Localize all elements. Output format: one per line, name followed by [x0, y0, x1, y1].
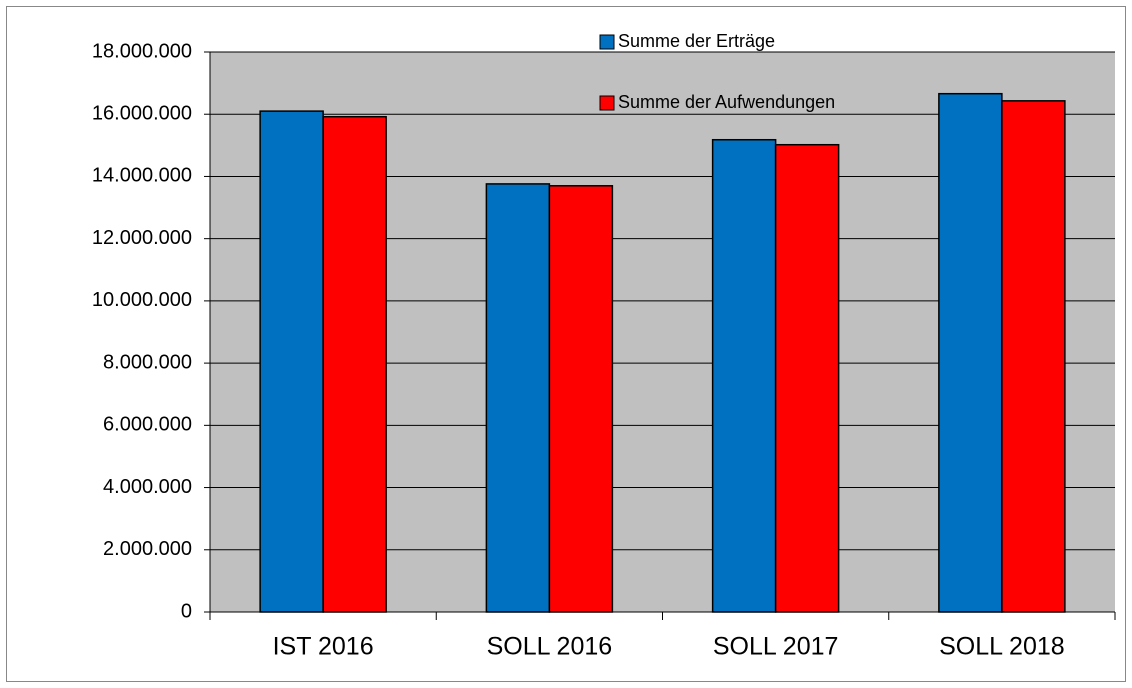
bar [1001, 100, 1066, 613]
x-tick-label: SOLL 2017 [713, 633, 839, 661]
bar [774, 143, 840, 613]
y-tick-label: 4.000.000 [103, 476, 192, 498]
y-tick-label: 0 [181, 600, 192, 622]
y-tick-label: 16.000.000 [92, 103, 192, 125]
x-tick-label: SOLL 2016 [487, 633, 613, 661]
bar [485, 183, 551, 613]
x-tick-label: IST 2016 [273, 633, 374, 661]
y-tick-label: 18.000.000 [92, 40, 192, 62]
legend-swatch [599, 95, 615, 111]
bar [938, 92, 1003, 613]
y-tick-label: 12.000.000 [92, 227, 192, 249]
bar [548, 185, 614, 613]
bar [711, 138, 777, 613]
legend-swatch [599, 34, 615, 50]
y-tick-label: 6.000.000 [103, 414, 192, 436]
legend-label: Summe der Aufwendungen [618, 92, 835, 112]
y-tick-label: 14.000.000 [92, 165, 192, 187]
y-tick-label: 8.000.000 [103, 351, 192, 373]
y-tick-label: 10.000.000 [92, 289, 192, 311]
legend-label: Summe der Erträge [618, 31, 775, 51]
y-tick-label: 2.000.000 [103, 538, 192, 560]
x-tick-label: SOLL 2018 [939, 633, 1065, 661]
bar [322, 115, 387, 613]
bar [259, 110, 324, 613]
